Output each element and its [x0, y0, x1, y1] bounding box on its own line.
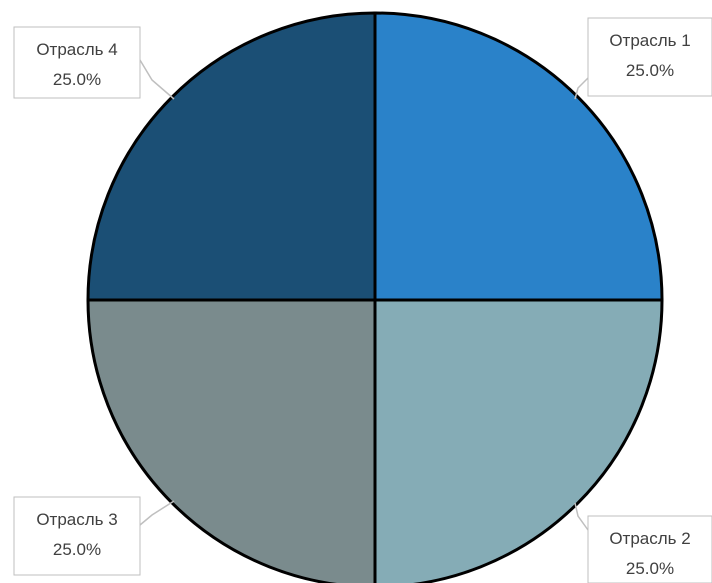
- data-label-percent: 25.0%: [53, 540, 101, 559]
- leader-line-3: [139, 500, 175, 526]
- data-label-percent: 25.0%: [626, 61, 674, 80]
- data-label-percent: 25.0%: [53, 70, 101, 89]
- data-label-name: Отрасль 1: [609, 31, 690, 50]
- leader-line-1: [574, 77, 589, 100]
- data-label-4: Отрасль 4 25.0%: [13, 26, 141, 99]
- data-label-2: Отрасль 2 25.0%: [587, 515, 712, 583]
- data-label-1: Отрасль 1 25.0%: [587, 17, 712, 97]
- label-leaders: [139, 59, 589, 531]
- data-label-box: [587, 515, 712, 583]
- data-label-box: [13, 496, 141, 576]
- data-label-box: [13, 26, 141, 99]
- data-label-name: Отрасль 4: [36, 40, 117, 59]
- data-label-box: [587, 17, 712, 97]
- data-label-percent: 25.0%: [626, 559, 674, 578]
- data-label-3: Отрасль 3 25.0%: [13, 496, 141, 576]
- pie-slice-2: [373, 298, 664, 583]
- data-labels: Отрасль 1 25.0% Отрасль 2 25.0% Отрасль 3 25.…: [13, 17, 712, 583]
- pie-slice-1: [373, 11, 664, 302]
- data-label-name: Отрасль 2: [609, 529, 690, 548]
- pie-slices: [86, 11, 664, 583]
- leader-line-2: [574, 502, 589, 531]
- leader-line-4: [139, 59, 175, 100]
- data-label-name: Отрасль 3: [36, 510, 117, 529]
